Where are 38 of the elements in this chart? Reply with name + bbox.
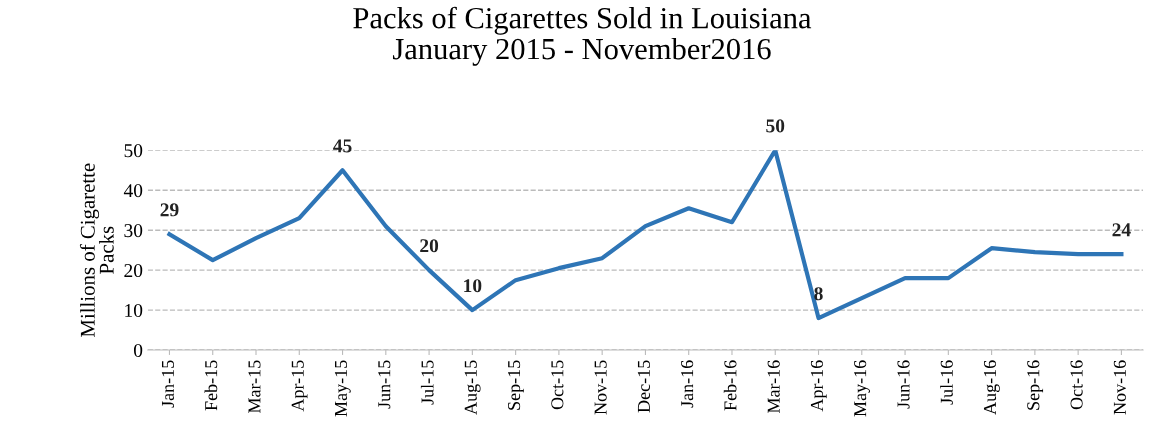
data-label: 24	[1112, 223, 1131, 237]
chart-title: Packs of Cigarettes Sold in Louisiana January 2015 - November2016	[353, 6, 812, 66]
x-tick-label: Aug-16	[983, 360, 1000, 415]
data-label: 20	[420, 239, 439, 253]
x-tick-label: Jan-16	[681, 360, 694, 408]
x-tick-label: Jan-15	[161, 360, 174, 408]
x-tick-label: Oct-16	[1070, 360, 1083, 410]
x-tick-label: Apr-15	[291, 360, 308, 412]
data-label: 50	[766, 119, 785, 133]
y-tick-label: 30	[124, 224, 143, 238]
x-tick-label: Mar-15	[248, 360, 261, 414]
y-tick-label: 20	[124, 263, 143, 278]
x-tick-label: Aug-15	[464, 360, 481, 415]
data-label: 10	[464, 279, 482, 293]
x-tick-label: Jun-15	[378, 360, 391, 409]
x-tick-label: Oct-15	[551, 360, 564, 410]
x-tick-label: Jul-16	[940, 360, 953, 405]
x-tick-label: May-16	[854, 360, 870, 417]
y-tick-label: 50	[124, 144, 143, 158]
x-tick-label: Mar-16	[767, 360, 780, 414]
x-tick-label: Sep-16	[1027, 360, 1044, 410]
data-label: 8	[814, 287, 823, 301]
x-tick-label: Feb-15	[204, 360, 218, 411]
data-label: 45	[333, 139, 352, 153]
x-tick-label: May-15	[334, 360, 351, 417]
y-tick-label: 10	[125, 303, 143, 318]
y-tick-label: 40	[123, 184, 143, 198]
y-axis-title: Millions of Cigarette Packs	[79, 163, 114, 337]
x-tick-label: Jul-15	[420, 360, 434, 405]
x-tick-label: Feb-16	[723, 360, 737, 411]
x-tick-label: Sep-15	[508, 360, 524, 410]
x-tick-label: Jun-16	[897, 360, 910, 409]
x-tick-label: Apr-16	[810, 360, 827, 412]
x-tick-label: Nov-16	[1113, 360, 1126, 415]
x-tick-label: Dec-15	[637, 360, 650, 413]
data-label: 29	[160, 203, 179, 217]
x-tick-label: Nov-15	[594, 360, 607, 415]
y-tick-label: 0	[133, 343, 143, 357]
